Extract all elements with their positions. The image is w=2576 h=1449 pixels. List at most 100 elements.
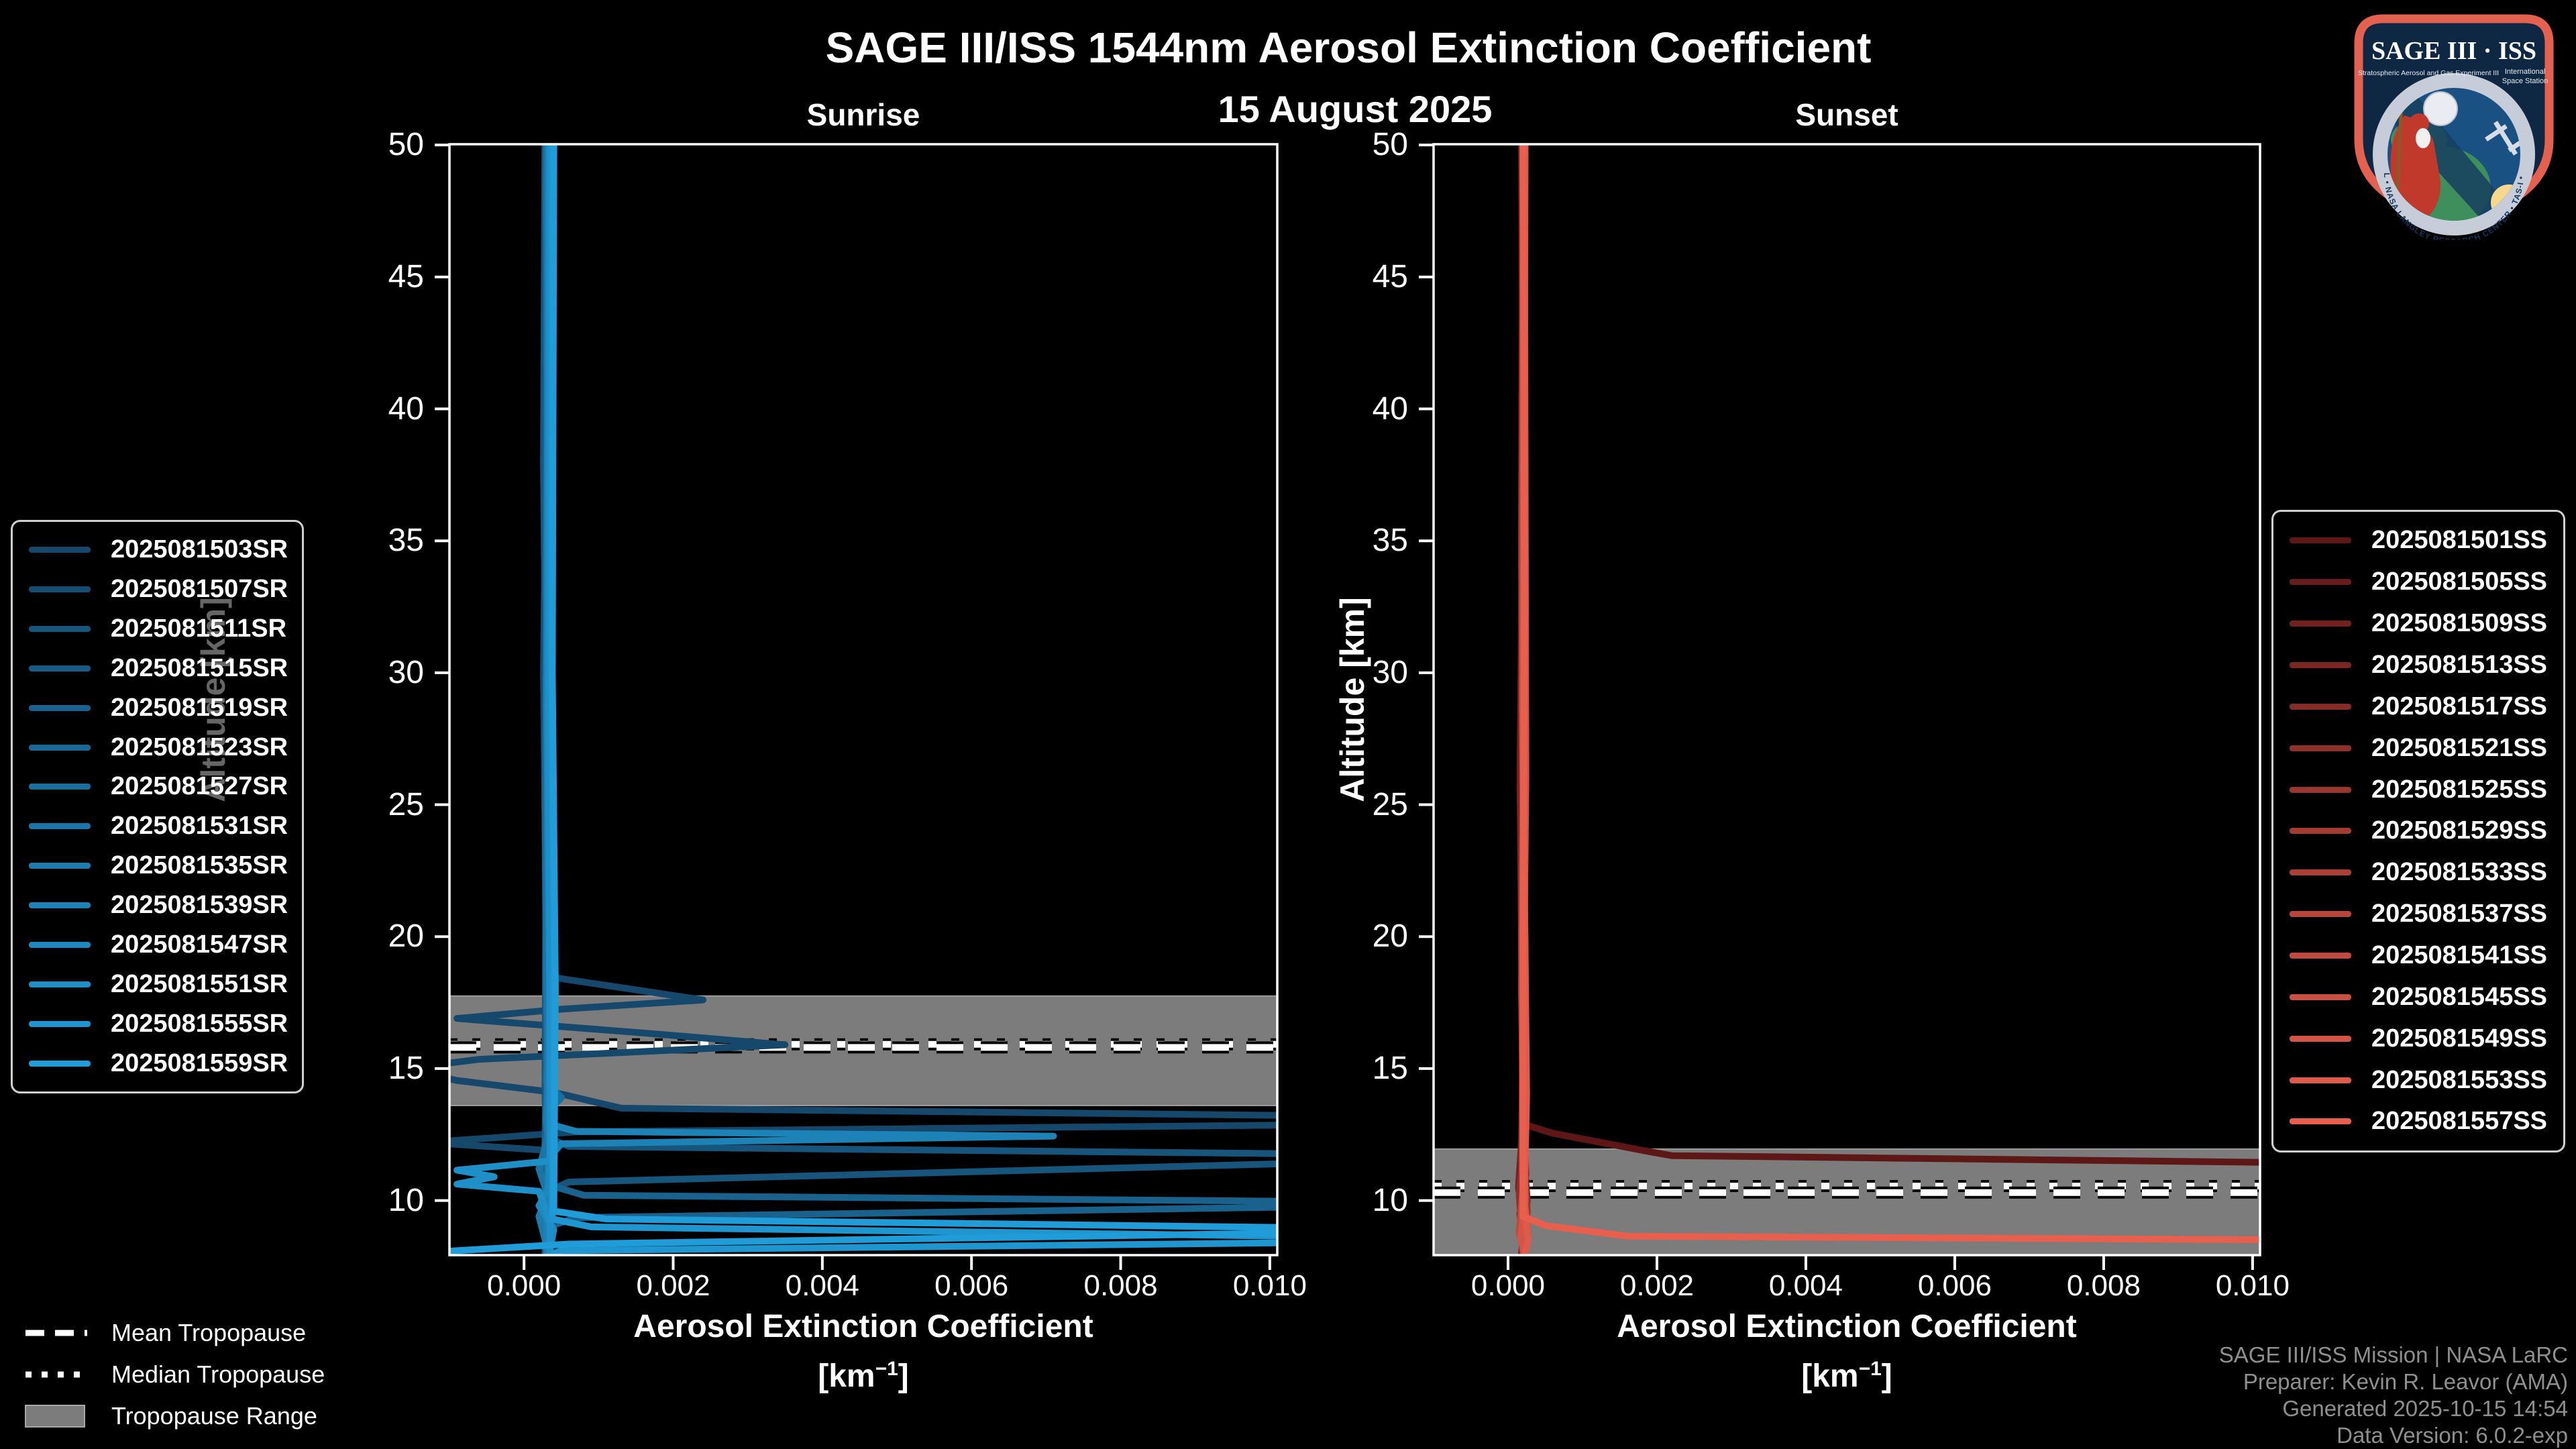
legend-row-tropopause-range: Tropopause Range — [24, 1395, 325, 1437]
legend-item: 2025081507SR — [29, 575, 302, 604]
y-tick-label: 40 — [388, 390, 424, 427]
y-tick-label: 50 — [1372, 127, 1408, 163]
sage-iss-logo: BALL • NASA LANGLEY RESEARCH CENTER • TA… — [2340, 8, 2554, 239]
x-tick-label: 0.006 — [1917, 1269, 1992, 1302]
y-tick-label: 25 — [388, 786, 424, 822]
gray-band-sample — [25, 1405, 85, 1428]
profile-line-2025081557SS — [1519, 144, 2260, 1244]
credit-preparer: Preparer: Kevin R. Leavor (AMA) — [2243, 1369, 2568, 1394]
legend-item-label: 2025081547SR — [111, 930, 288, 959]
x-tick-label: 0.000 — [487, 1269, 561, 1302]
legend-item: 2025081551SR — [29, 970, 302, 999]
legend-item: 2025081521SS — [2290, 734, 2563, 763]
legend-line-swatch — [29, 823, 91, 830]
sunrise-profiles — [449, 144, 1277, 1255]
y-tick-label: 40 — [1372, 390, 1408, 427]
legend-line-swatch — [2290, 1077, 2351, 1083]
y-tick-label: 20 — [388, 918, 424, 955]
legend-item-label: 2025081541SS — [2371, 941, 2548, 970]
legend-item-label: 2025081523SR — [111, 733, 288, 761]
legend-item: 2025081541SS — [2290, 941, 2563, 970]
legend-row-mean-tropopause: Mean Tropopause — [24, 1312, 325, 1354]
legend-item: 2025081557SS — [2290, 1107, 2563, 1136]
legend-item-label: 2025081553SS — [2371, 1065, 2548, 1094]
legend-item-label: 2025081517SS — [2371, 692, 2548, 720]
legend-line-swatch — [29, 1021, 91, 1028]
legend-line-swatch — [29, 981, 91, 988]
legend-line-swatch — [29, 942, 91, 949]
y-tick-label: 50 — [388, 127, 424, 163]
y-axis-label-sunset: Altitude [km] — [1334, 597, 1371, 802]
legend-line-swatch — [2290, 786, 2351, 793]
legend-item: 2025081553SS — [2290, 1066, 2563, 1095]
legend-item-label: 2025081545SS — [2371, 982, 2548, 1011]
dotted-line-sample — [25, 1371, 87, 1378]
legend-item: 2025081505SS — [2290, 568, 2563, 596]
x-tick-label: 0.000 — [1470, 1269, 1546, 1302]
legend-item-label: 2025081521SS — [2371, 733, 2548, 762]
logo-subtitle-sage: Stratospheric Aerosol and Gas Experiment… — [2358, 69, 2499, 77]
logo-subtitle-iss-1: International — [2505, 68, 2546, 76]
legend-line-swatch — [29, 665, 91, 672]
profile-line-2025081559SR — [449, 144, 1277, 1254]
legend-item: 2025081525SS — [2290, 775, 2563, 804]
y-tick-label: 10 — [388, 1182, 424, 1218]
sunrise-plot — [435, 143, 1279, 1270]
legend-line-swatch — [2290, 662, 2351, 668]
legend-item: 2025081559SR — [29, 1049, 302, 1078]
unit-close: ] — [898, 1358, 909, 1394]
sunset-axes-frame — [1432, 143, 2261, 1256]
sunrise-axes-frame — [448, 143, 1279, 1256]
legend-item-label: 2025081551SR — [111, 970, 288, 999]
median-tropopause-label: Median Tropopause — [111, 1360, 325, 1388]
profile-line-2025081551SR — [453, 144, 554, 1255]
credit-version: Data Version: 6.0.2-exp — [2337, 1423, 2568, 1448]
legend-line-swatch — [29, 1060, 91, 1067]
legend-item: 2025081555SR — [29, 1010, 302, 1038]
legend-item: 2025081549SS — [2290, 1024, 2563, 1053]
legend-line-swatch — [2290, 703, 2351, 710]
legend-item: 2025081531SR — [29, 812, 302, 841]
x-tick-label: 0.008 — [1083, 1269, 1158, 1302]
x-axis-label-sunrise: Aerosol Extinction Coefficient — [633, 1309, 1093, 1344]
legend-line-swatch — [2290, 869, 2351, 876]
legend-item: 2025081509SS — [2290, 609, 2563, 638]
legend-item: 2025081533SS — [2290, 858, 2563, 887]
legend-item: 2025081511SR — [29, 614, 302, 643]
legend-item: 2025081513SS — [2290, 651, 2563, 680]
legend-line-swatch — [2290, 994, 2351, 1000]
legend-line-swatch — [2290, 537, 2351, 544]
legend-line-swatch — [29, 625, 91, 632]
x-tick-label: 0.002 — [636, 1269, 710, 1302]
sunset-profiles — [1515, 144, 2260, 1255]
y-tick-label: 20 — [1372, 918, 1408, 955]
y-tick-label: 15 — [388, 1050, 424, 1086]
legend-item: 2025081529SS — [2290, 816, 2563, 845]
x-axis-unit-sunset: [km−1] — [1801, 1358, 1892, 1395]
legend-line-swatch — [2290, 621, 2351, 627]
legend-line-swatch — [29, 863, 91, 869]
legend-item-label: 2025081549SS — [2371, 1024, 2548, 1053]
legend-line-swatch — [29, 902, 91, 909]
legend-item-label: 2025081527SR — [111, 772, 288, 801]
legend-item: 2025081503SR — [29, 535, 302, 564]
y-tick-label: 35 — [388, 523, 424, 559]
iss-icon — [2485, 121, 2520, 156]
x-tick-label: 0.008 — [2066, 1269, 2141, 1302]
credit-mission: SAGE III/ISS Mission | NASA LaRC — [2218, 1342, 2568, 1367]
mean-tropopause-label: Mean Tropopause — [111, 1319, 307, 1346]
sunrise-event-legend: 2025081503SR 2025081507SR 2025081511SR 2025… — [11, 520, 304, 1093]
legend-line-swatch — [29, 704, 91, 711]
legend-line-swatch — [2290, 745, 2351, 751]
logo-globe — [2387, 88, 2520, 221]
legend-item: 2025081523SR — [29, 733, 302, 762]
legend-item: 2025081545SS — [2290, 983, 2563, 1012]
legend-item-label: 2025081555SR — [111, 1010, 288, 1038]
legend-item-label: 2025081557SS — [2371, 1107, 2548, 1136]
x-axis-label-sunset: Aerosol Extinction Coefficient — [1617, 1309, 2077, 1344]
legend-item-label: 2025081501SS — [2371, 526, 2548, 555]
page-title: SAGE III/ISS 1544nm Aerosol Extinction C… — [825, 23, 1872, 72]
x-tick-label: 0.004 — [785, 1269, 859, 1302]
profile-line-2025081501SS — [1518, 144, 2260, 1166]
dashed-line-sample — [25, 1330, 87, 1336]
